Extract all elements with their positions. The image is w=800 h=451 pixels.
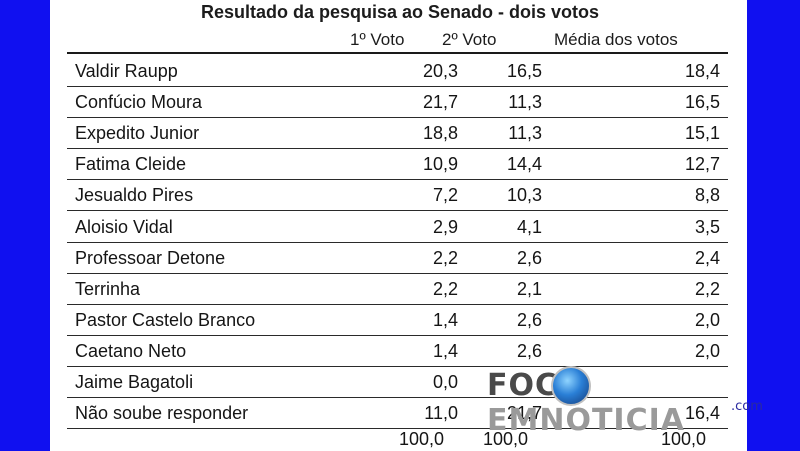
second-vote-value: 2,6 bbox=[516, 309, 542, 330]
table-title: Resultado da pesquisa ao Senado - dois v… bbox=[200, 2, 600, 22]
results-table-image: Resultado da pesquisa ao Senado - dois v… bbox=[50, 0, 747, 451]
first-vote-value: 20,3 bbox=[422, 61, 458, 81]
candidate-name: Expedito Junior bbox=[75, 123, 200, 144]
table-row: Expedito Junior 18,8 11,3 15,1 bbox=[67, 117, 728, 150]
first-vote-value: 2,2 bbox=[432, 278, 458, 299]
second-vote-value: 14,4 bbox=[506, 154, 542, 175]
average-value: 2,0 bbox=[694, 340, 720, 361]
candidate-name: Aloisio Vidal bbox=[75, 216, 173, 237]
table-row: Jaime Bagatoli 0,0 bbox=[67, 366, 728, 398]
first-vote-value: 21,7 bbox=[422, 92, 458, 113]
candidate-name: Jaime Bagatoli bbox=[75, 372, 194, 392]
table-row: Confúcio Moura 21,7 11,3 16,5 bbox=[67, 86, 728, 119]
candidate-name: Pastor Castelo Branco bbox=[75, 309, 256, 330]
average-value: 18,4 bbox=[684, 61, 720, 81]
second-vote-value: 2,6 bbox=[516, 247, 542, 268]
column-header-second-vote: 2º Voto bbox=[442, 30, 497, 49]
average-value: 16,4 bbox=[684, 403, 720, 424]
first-vote-value: 1,4 bbox=[432, 340, 458, 361]
average-value: 16,5 bbox=[684, 92, 720, 113]
second-vote-value: 21,7 bbox=[506, 403, 542, 424]
average-value: 12,7 bbox=[684, 154, 720, 175]
first-vote-value: 11,0 bbox=[424, 403, 458, 424]
total-second-vote: 100,0 bbox=[482, 429, 528, 449]
candidate-name: Caetano Neto bbox=[75, 340, 187, 361]
first-vote-value: 1,4 bbox=[432, 309, 458, 330]
total-average: 100,0 bbox=[660, 429, 706, 449]
column-header-first-vote: 1º Voto bbox=[350, 30, 405, 49]
table-row: Jesualdo Pires 7,2 10,3 8,8 bbox=[67, 179, 728, 212]
table-row: Caetano Neto 1,4 2,6 2,0 bbox=[67, 335, 728, 367]
second-vote-value: 4,1 bbox=[516, 216, 542, 237]
second-vote-value: 16,5 bbox=[506, 61, 542, 81]
average-value: 2,2 bbox=[694, 278, 720, 299]
table-row: Professoar Detone 2,2 2,6 2,4 bbox=[67, 242, 728, 274]
table-row: Valdir Raupp 20,3 16,5 18,4 bbox=[67, 55, 728, 87]
table-row: Não soube responder 11,0 21,7 16,4 bbox=[67, 397, 728, 430]
first-vote-value: 10,9 bbox=[422, 154, 458, 175]
first-vote-value: 0,0 bbox=[432, 372, 458, 392]
second-vote-value: 2,6 bbox=[516, 340, 542, 361]
site-watermark: FOCEMNOTICIA .com bbox=[487, 366, 777, 438]
second-vote-value: 11,3 bbox=[508, 123, 542, 144]
first-vote-value: 18,8 bbox=[422, 123, 458, 144]
candidate-name: Jesualdo Pires bbox=[75, 185, 194, 206]
column-header-average: Média dos votos bbox=[554, 30, 678, 49]
candidate-name: Confúcio Moura bbox=[75, 92, 203, 113]
table-row: Fatima Cleide 10,9 14,4 12,7 bbox=[67, 148, 728, 181]
candidate-name: Terrinha bbox=[75, 278, 141, 299]
average-value: 15,1 bbox=[684, 123, 720, 144]
watermark-text: FOCEMNOTICIA bbox=[487, 368, 685, 438]
average-value: 8,8 bbox=[694, 185, 720, 206]
candidate-name: Fatima Cleide bbox=[75, 154, 187, 175]
average-value: 3,5 bbox=[694, 216, 720, 237]
candidate-name: Valdir Raupp bbox=[75, 61, 178, 81]
watermark-suffix: .com bbox=[731, 399, 763, 414]
table-row: Pastor Castelo Branco 1,4 2,6 2,0 bbox=[67, 304, 728, 336]
globe-icon bbox=[551, 366, 591, 406]
average-value: 2,0 bbox=[694, 309, 720, 330]
candidate-name: Professoar Detone bbox=[75, 247, 226, 268]
candidate-name: Não soube responder bbox=[75, 403, 249, 424]
first-vote-value: 7,2 bbox=[432, 185, 458, 206]
second-vote-value: 11,3 bbox=[508, 92, 542, 113]
average-value: 2,4 bbox=[694, 247, 720, 268]
table-row: Terrinha 2,2 2,1 2,2 bbox=[67, 273, 728, 305]
second-vote-value: 2,1 bbox=[516, 278, 542, 299]
second-vote-value: 10,3 bbox=[506, 185, 542, 206]
header-rule bbox=[67, 52, 728, 54]
table-row: Aloisio Vidal 2,9 4,1 3,5 bbox=[67, 211, 728, 243]
total-first-vote: 100,0 bbox=[398, 429, 444, 449]
first-vote-value: 2,9 bbox=[432, 216, 458, 237]
first-vote-value: 2,2 bbox=[432, 247, 458, 268]
